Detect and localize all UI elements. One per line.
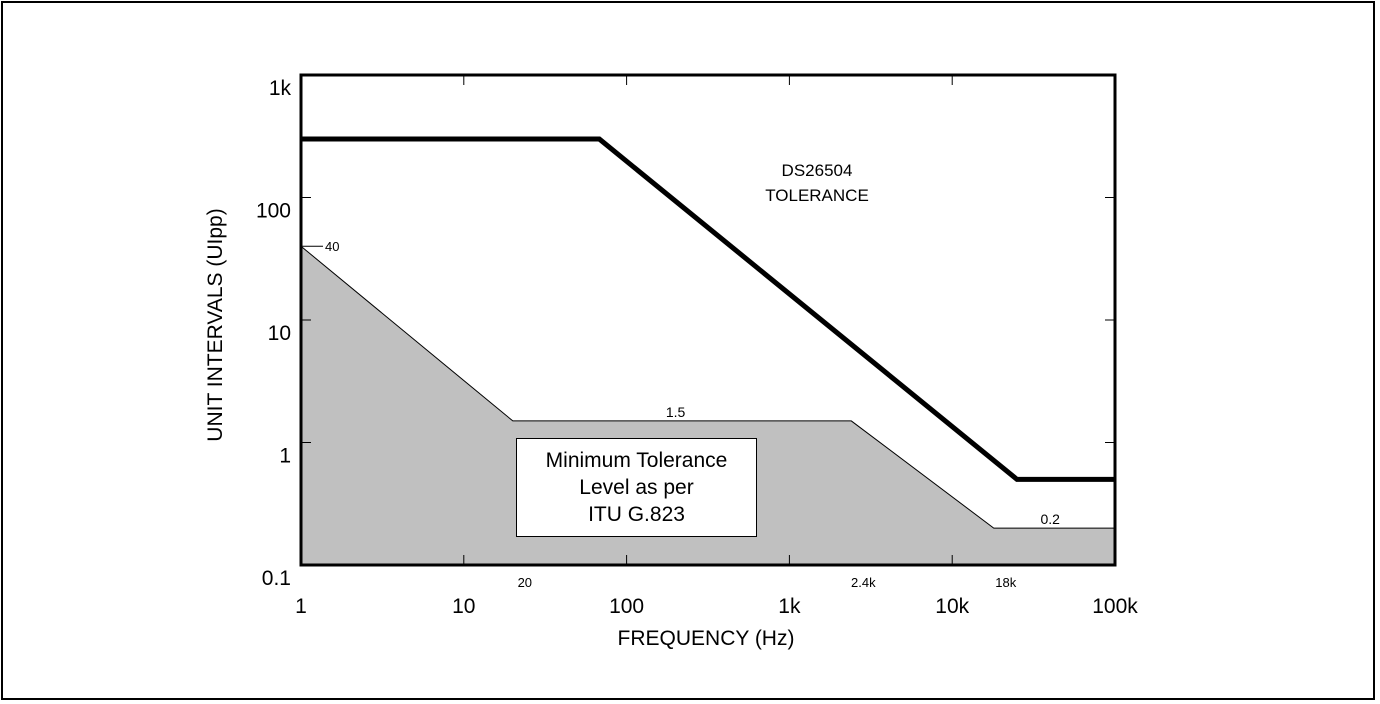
x-tick-label: 100 [609, 595, 644, 618]
annotation-label: 40 [325, 239, 339, 254]
y-tick-label: 100 [256, 200, 291, 223]
mask-label-line1: Minimum Tolerance [545, 449, 728, 472]
x-axis-title: FREQUENCY (Hz) [618, 627, 795, 650]
x-tick-label: 10 [452, 595, 475, 618]
x-tick-label: 100k [1092, 595, 1138, 618]
tolerance-label-line1: DS26504 [782, 161, 853, 180]
x-tick-label: 10k [935, 595, 969, 618]
y-axis-title: UNIT INTERVALS (UIpp) [204, 208, 227, 441]
y-tick-label: 1 [279, 445, 291, 468]
annotation-label: 2.4k [851, 575, 876, 590]
annotation-label: 1.5 [666, 404, 686, 420]
annotation-label: 18k [995, 575, 1016, 590]
tolerance-line [301, 136, 1115, 482]
itu-mask-label-box: Minimum Tolerance Level as per ITU G.823 [516, 438, 757, 537]
mask-label-line2: Level as per [579, 476, 694, 499]
x-tick-label: 1k [778, 595, 801, 618]
tolerance-label-line2: TOLERANCE [765, 186, 869, 205]
y-tick-label: 10 [268, 322, 291, 345]
itu-mask-outline [300, 245, 1115, 529]
annotation-label: 0.2 [1040, 511, 1060, 527]
y-tick-label: 0.1 [262, 567, 291, 590]
itu-mask-area [301, 246, 1115, 565]
y-tick-label: 1k [269, 77, 292, 100]
mask-label-line3: ITU G.823 [588, 503, 685, 526]
x-tick-label: 1 [295, 595, 307, 618]
annotation-label: 20 [518, 575, 532, 590]
